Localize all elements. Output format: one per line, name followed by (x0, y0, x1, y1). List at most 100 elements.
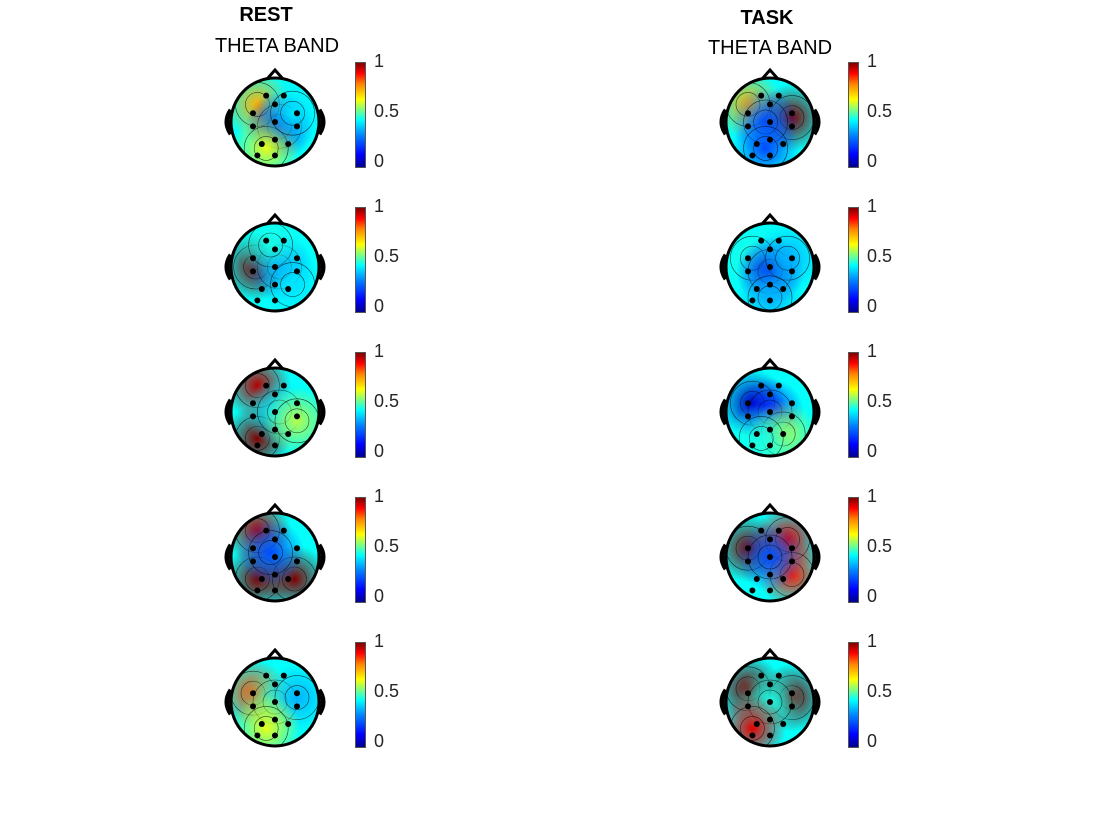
colorbar (355, 62, 366, 168)
electrode-marker (254, 587, 261, 594)
right-ear-outline (811, 108, 821, 136)
topo-activity-region (731, 114, 800, 166)
electrode-marker (758, 92, 765, 99)
right-ear-outline (316, 108, 326, 136)
contour-line (284, 408, 310, 434)
colorbar-tick-label: 1 (374, 486, 385, 506)
electrode-marker (767, 264, 773, 270)
electrode-marker (767, 101, 773, 108)
topoplot-task-4 (719, 502, 821, 603)
electrode-marker (263, 527, 270, 534)
contour-line (258, 540, 283, 565)
electrode-marker (285, 721, 292, 727)
electrode-marker (753, 576, 760, 582)
electrode-marker (294, 413, 300, 420)
electrode-marker (254, 442, 261, 449)
right-ear-outline (811, 253, 821, 281)
colorbar-tick-label: 0.5 (374, 391, 400, 411)
right-ear-outline (316, 253, 326, 281)
head-outline (724, 221, 816, 313)
nose-outline (265, 502, 285, 515)
electrode-marker (789, 268, 795, 275)
contour-line (253, 136, 279, 161)
electrode-marker (280, 237, 287, 244)
electrode-marker (280, 92, 287, 99)
electrode-marker (789, 413, 795, 420)
nose-outline (265, 67, 285, 80)
electrode-marker (285, 286, 292, 292)
electrode-marker (767, 409, 773, 415)
nose-outline (760, 212, 780, 225)
electrode-marker (758, 237, 765, 244)
electrode-marker (272, 426, 278, 433)
colorbar-tick-label: 0 (867, 296, 878, 316)
electrode-marker (758, 672, 765, 679)
colorbar-tick-label: 0.5 (374, 246, 400, 266)
colorbar-tick-label: 0.5 (867, 681, 893, 701)
nose-outline (265, 647, 285, 660)
electrode-marker (745, 255, 751, 262)
electrode-marker (272, 409, 278, 415)
colorbar (355, 642, 366, 748)
electrode-marker (285, 141, 292, 147)
left-ear-outline (224, 398, 234, 426)
electrode-marker (263, 92, 270, 99)
colorbar-tick-label: 1 (374, 196, 385, 216)
electrode-marker (775, 382, 782, 389)
electrode-marker (263, 382, 270, 389)
electrode-marker (250, 110, 256, 117)
right-ear-outline (811, 398, 821, 426)
left-ear-outline (719, 688, 729, 716)
electrode-marker (250, 123, 256, 130)
topoplot-rest-2 (224, 212, 326, 313)
head-outline (229, 656, 321, 748)
colorbar-tick-label: 0.5 (374, 101, 400, 121)
electrode-marker (272, 391, 278, 398)
contour-line (280, 100, 305, 126)
electrode-marker (789, 255, 795, 262)
head-outline (229, 511, 321, 603)
electrode-marker (758, 382, 765, 389)
electrode-marker (280, 527, 287, 534)
topoplot-task-3 (719, 357, 821, 458)
electrode-marker (749, 297, 756, 304)
contour-line (284, 685, 310, 710)
task-column-title: TASK (740, 7, 794, 29)
contour-line (248, 530, 293, 575)
topoplot-task-5 (719, 647, 821, 748)
electrode-marker (767, 699, 773, 705)
left-ear-outline (719, 543, 729, 571)
electrode-marker (767, 442, 773, 449)
electrode-marker (294, 545, 300, 552)
right-ear-outline (316, 398, 326, 426)
electrode-marker (775, 672, 782, 679)
head-outline (724, 76, 816, 168)
electrode-marker (294, 690, 300, 697)
right-ear-outline (316, 543, 326, 571)
topoplot-task-2 (719, 212, 821, 313)
topo-activity-region (236, 518, 305, 587)
right-ear-outline (811, 688, 821, 716)
colorbar-tick-label: 0 (867, 731, 878, 751)
electrode-marker (767, 281, 773, 288)
electrode-marker (745, 110, 751, 117)
electrode-marker (272, 681, 278, 688)
electrode-marker (789, 123, 795, 130)
electrode-marker (258, 576, 265, 582)
electrode-marker (254, 152, 261, 159)
colorbar (355, 497, 366, 603)
colorbar-tick-label: 0.5 (867, 391, 893, 411)
electrode-marker (749, 587, 756, 594)
electrode-marker (254, 732, 261, 739)
rest-column-subtitle: THETA BAND (214, 35, 340, 57)
electrode-marker (272, 152, 278, 159)
colorbar (848, 642, 859, 748)
left-ear-outline (224, 543, 234, 571)
electrode-marker (767, 391, 773, 398)
topoplot-rest-3 (224, 357, 326, 458)
contour-line (280, 272, 305, 297)
electrode-marker (272, 136, 278, 143)
rest-column-title: REST (239, 4, 293, 26)
electrode-marker (767, 297, 773, 304)
nose-outline (760, 647, 780, 660)
